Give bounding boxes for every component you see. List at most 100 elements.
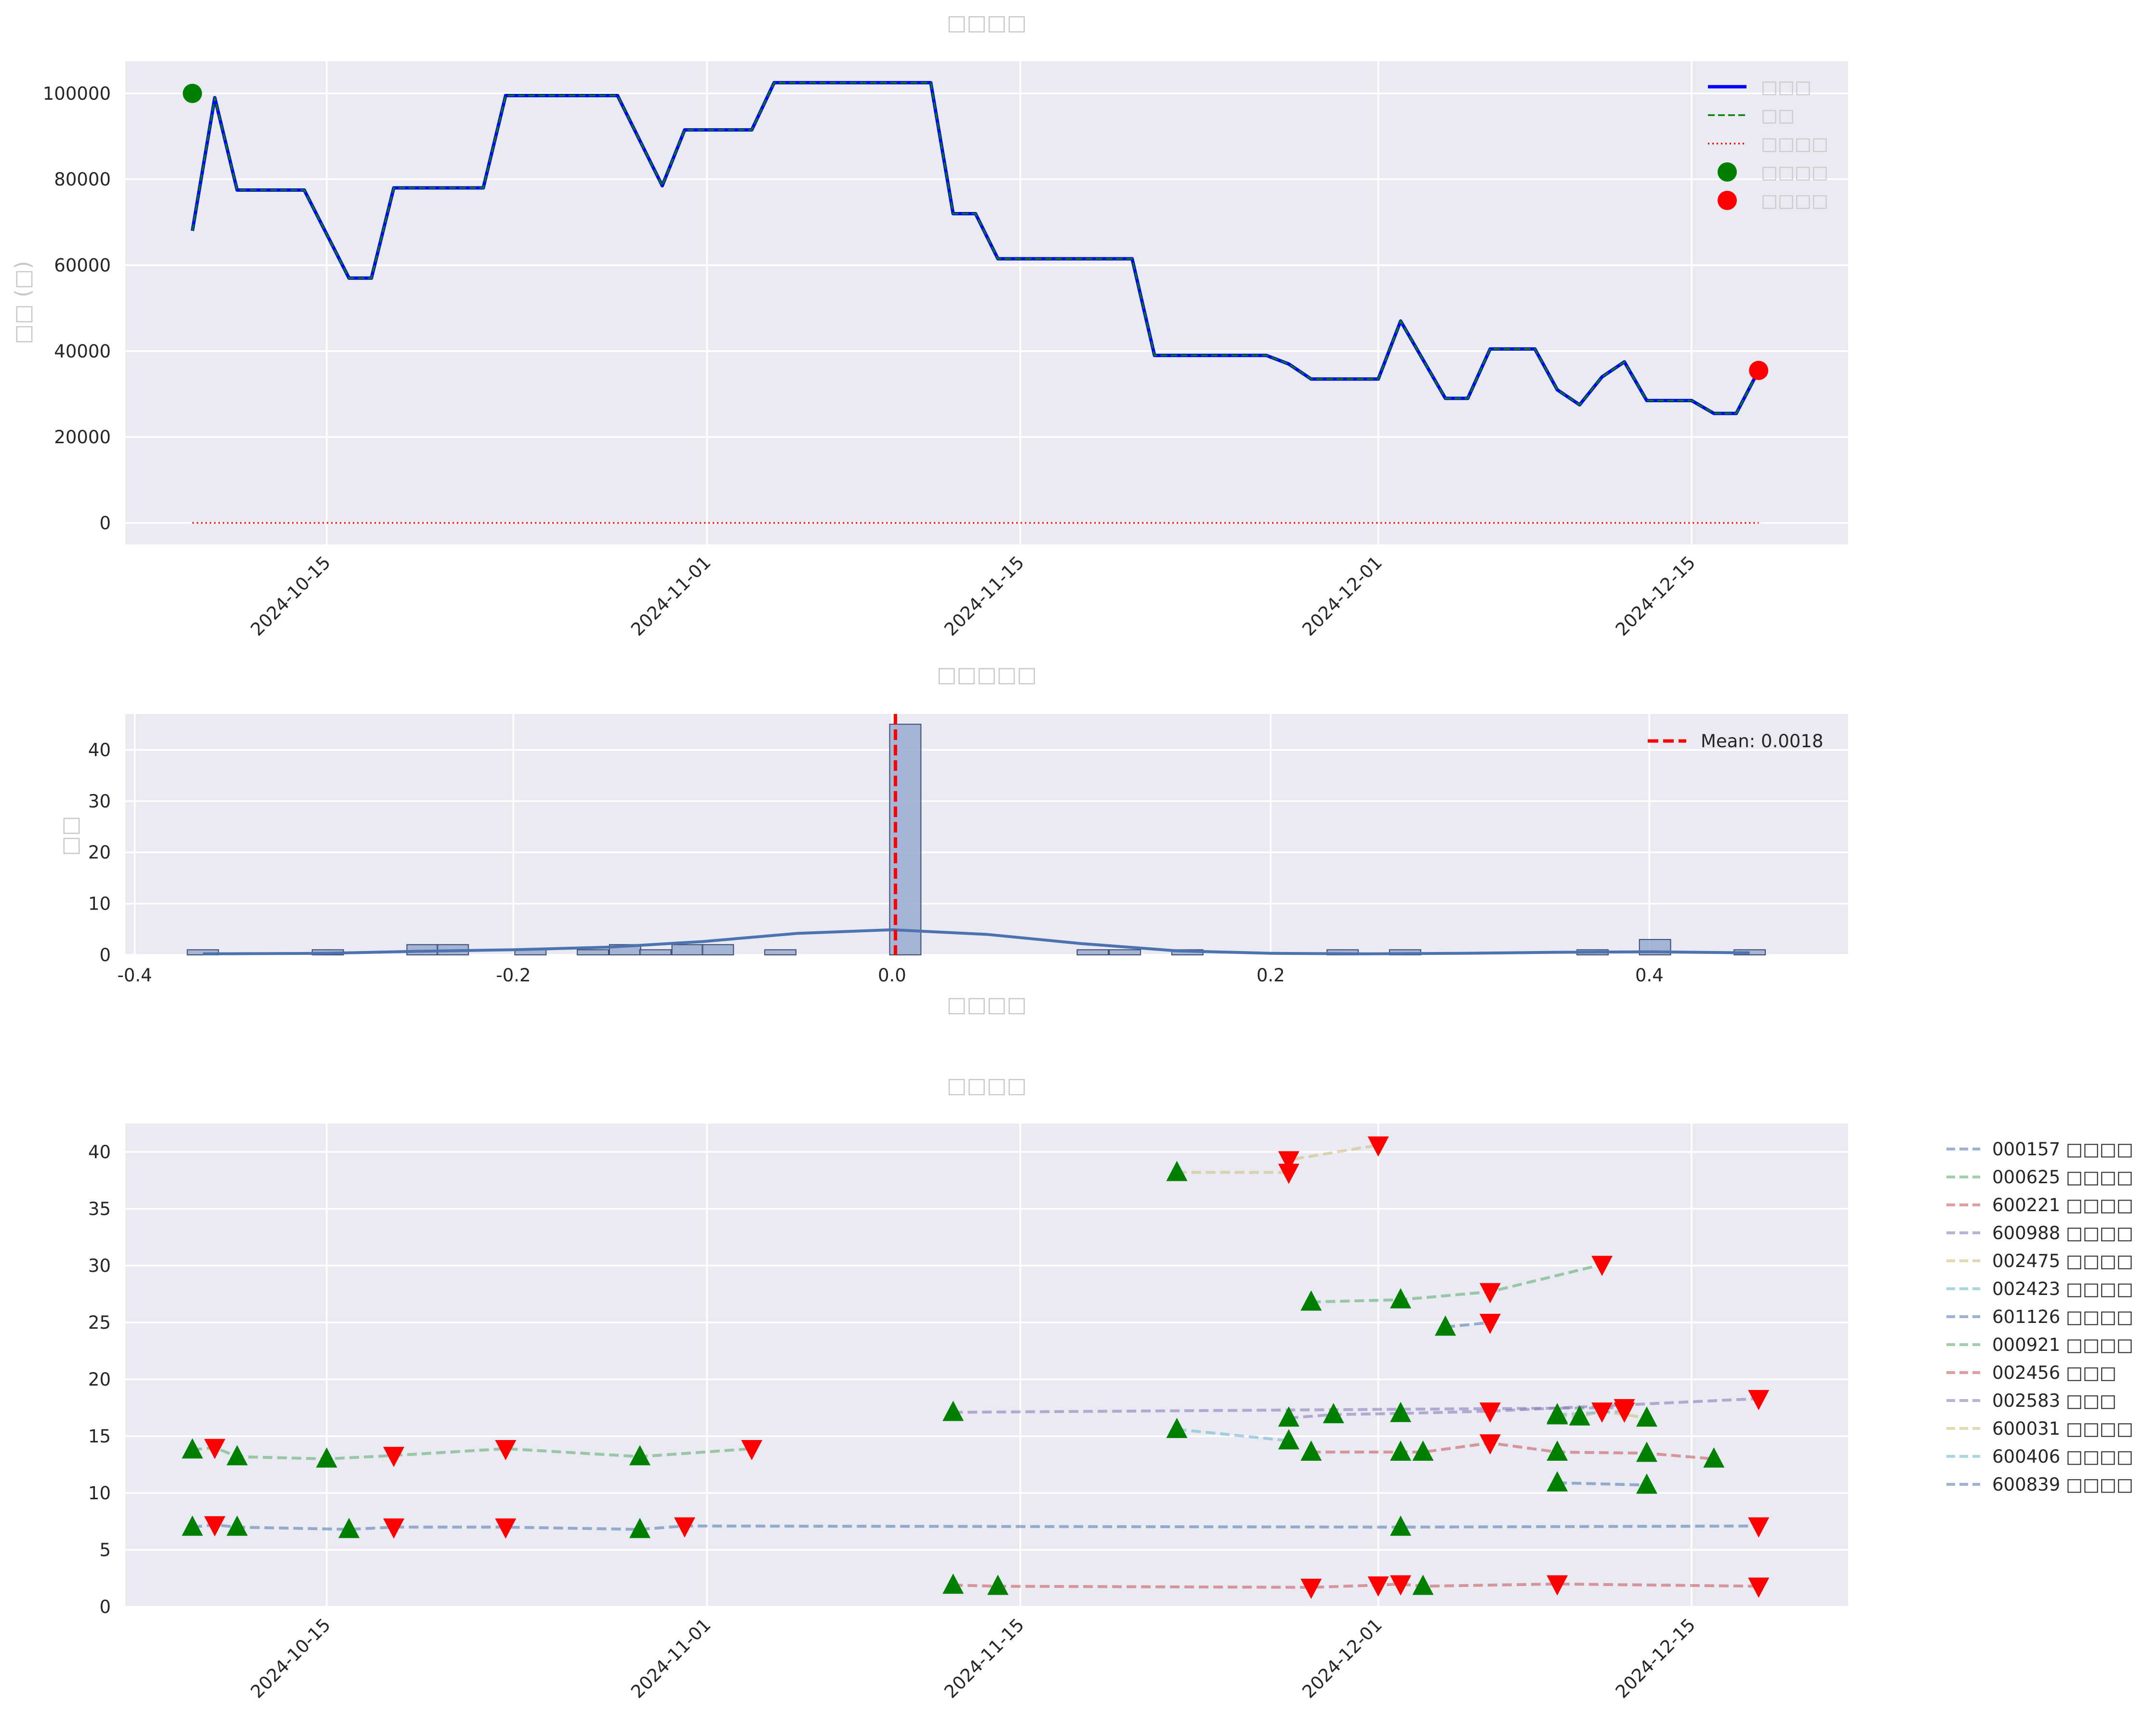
x-tick-label: -0.4 [118, 965, 152, 986]
buy-marker [629, 1518, 651, 1538]
stock-line-7 [1311, 1263, 1602, 1304]
buy-marker [1547, 1403, 1568, 1424]
histogram-bar-10 [764, 949, 797, 955]
y-tick-label: 100000 [43, 83, 111, 104]
x-tick-label: 2024-10-15 [247, 552, 334, 640]
x-tick-label: 2024-11-15 [940, 552, 1028, 640]
histogram-bar-5 [577, 949, 609, 955]
portfolio-value-chart: □□□□ □□ (□) 0 20000 40000 60000 80000 100000 2… [11, 11, 1848, 640]
legend-label: 000157 □□□□ [1992, 1139, 2133, 1160]
legend-mean-label: Mean: 0.0018 [1701, 731, 1824, 752]
stock-line-12 [1557, 1481, 1647, 1487]
buy-marker [629, 1445, 651, 1466]
y-tick-label: 40000 [54, 341, 111, 362]
plot-area-1 [125, 61, 1848, 544]
buy-marker [316, 1447, 337, 1468]
y-tick-label: 80000 [54, 169, 111, 190]
buy-marker [182, 1438, 203, 1459]
y-tick-label: 20 [88, 842, 111, 863]
legend-label: 002423 □□□□ [1992, 1279, 2133, 1299]
y-tick-label: 15 [88, 1426, 111, 1447]
legend-dot-swatch [1718, 191, 1737, 210]
x-tick-label: 2024-11-01 [627, 1614, 714, 1702]
legend-label: 002583 □□□ [1992, 1390, 2116, 1411]
legend-label: 600839 □□□□ [1992, 1474, 2133, 1495]
buy-marker [987, 1574, 1009, 1595]
x-tick-label: 2024-12-01 [1298, 552, 1386, 640]
stock-line-5 [1177, 1427, 1289, 1442]
chart-1-ylabel: □□ (□) [11, 261, 35, 344]
y-tick-label: 60000 [54, 255, 111, 276]
buy-marker [1435, 1315, 1456, 1336]
stock-line-2 [953, 1582, 1759, 1589]
y-tick-label: 40 [88, 1142, 111, 1163]
buy-marker [1390, 1515, 1412, 1536]
plot-area-2 [125, 714, 1848, 955]
legend-label: 002475 □□□□ [1992, 1251, 2133, 1271]
sell-marker [1278, 1163, 1299, 1184]
histogram-bar-7 [639, 949, 672, 955]
sell-marker [741, 1440, 763, 1460]
x-tick-label: 2024-12-15 [1612, 1614, 1699, 1702]
chart-3-title: □□□□ [947, 1073, 1027, 1098]
sell-marker [1591, 1402, 1613, 1423]
chart-1-legend: □□□□□□□□□□□□□□□□□ [1708, 77, 1828, 211]
buy-marker [1390, 1401, 1412, 1422]
x-tick-label: 2024-10-15 [247, 1614, 334, 1702]
sell-marker [1479, 1283, 1501, 1304]
y-tick-label: 0 [99, 1597, 111, 1617]
x-tick-label: 0.0 [878, 965, 906, 986]
buy-marker [1636, 1441, 1658, 1462]
sell-marker [1748, 1577, 1770, 1598]
endpoint-marker-1 [1749, 360, 1769, 380]
chart-2-xlabel: □□□□ [947, 992, 1027, 1017]
stock-line-11 [1557, 1410, 1625, 1416]
chart-2-legend: Mean: 0.0018 [1648, 731, 1824, 752]
sell-marker [204, 1516, 225, 1537]
legend-label: 000625 □□□□ [1992, 1167, 2133, 1188]
buy-marker [1569, 1405, 1590, 1426]
sell-marker [495, 1518, 516, 1539]
sell-marker [1300, 1578, 1322, 1599]
legend-label: 601126 □□□□ [1992, 1307, 2133, 1327]
y-tick-label: 0 [99, 513, 111, 533]
buy-marker [942, 1401, 964, 1421]
x-tick-label: 2024-12-15 [1612, 552, 1699, 640]
buy-marker [942, 1573, 964, 1594]
buy-marker [1390, 1440, 1412, 1461]
x-tick-label: 0.2 [1257, 965, 1285, 986]
histogram-bar-9 [701, 944, 734, 955]
buy-marker [1300, 1290, 1322, 1311]
legend-label: □□□□ [1761, 133, 1828, 154]
legend-label: 002456 □□□ [1992, 1362, 2116, 1383]
stock-line-1 [192, 1446, 752, 1461]
legend-label: 600406 □□□□ [1992, 1446, 2133, 1467]
buy-marker [182, 1515, 203, 1536]
sell-marker [1479, 1402, 1501, 1423]
sell-marker [1479, 1434, 1501, 1455]
buy-marker [1300, 1440, 1322, 1461]
buy-marker [1390, 1288, 1412, 1308]
sell-marker [1479, 1314, 1501, 1334]
legend-label: □□□□ [1761, 162, 1828, 183]
buy-marker [1636, 1406, 1658, 1427]
sell-marker [204, 1439, 225, 1459]
y-tick-label: 0 [99, 945, 111, 965]
stock-line-0 [192, 1523, 1759, 1531]
endpoint-marker-0 [183, 83, 202, 103]
x-tick-label: 2024-11-15 [940, 1614, 1028, 1702]
legend-label: □□□ [1761, 77, 1812, 97]
buy-marker [1166, 1161, 1188, 1181]
y-tick-label: 30 [88, 791, 111, 812]
kde-curve [203, 928, 1750, 955]
histogram-bar-12 [1076, 949, 1109, 955]
sell-marker [1614, 1402, 1635, 1423]
chart-3-legend: 000157 □□□□ 000625 □□□□ 600221 □□□□ 600988 … [1946, 1139, 2133, 1495]
buy-marker [1547, 1440, 1568, 1461]
buy-marker [1278, 1406, 1299, 1427]
sell-marker [674, 1517, 696, 1538]
return-distribution-chart: □□□□□ □□□□ □□ 0 10 20 30 40 -0.4 -0.2 0.0 0.2 0.4… [58, 662, 1848, 1017]
sell-marker [1748, 1390, 1770, 1411]
y-tick-label: 30 [88, 1255, 111, 1276]
